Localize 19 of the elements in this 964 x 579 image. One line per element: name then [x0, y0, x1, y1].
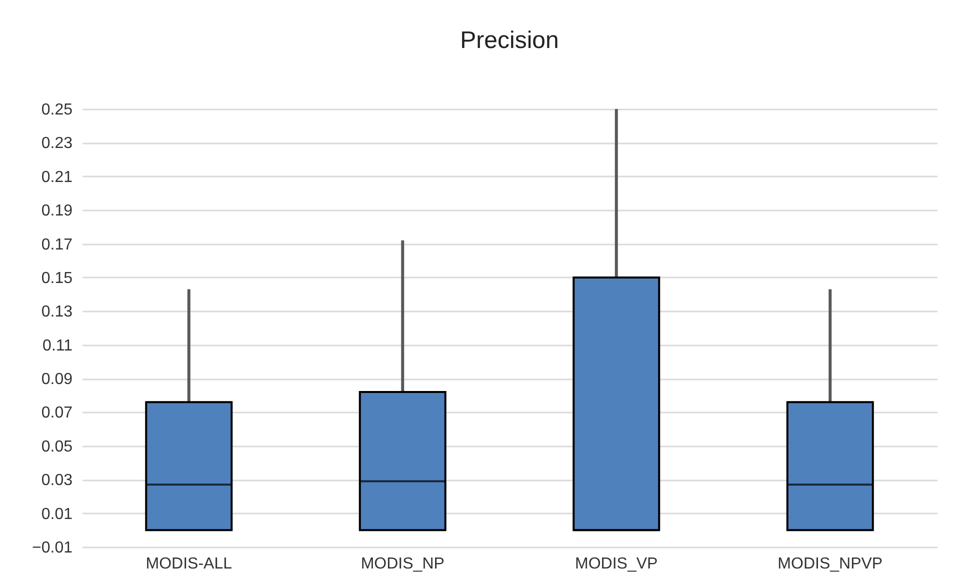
- y-tick-label: 0.05: [41, 438, 73, 456]
- y-tick-label: 0.15: [41, 270, 73, 287]
- y-tick-label: 0.13: [41, 304, 73, 321]
- x-tick-label: MODIS_NPVP: [778, 556, 883, 572]
- y-tick-label: 0.25: [41, 102, 73, 118]
- x-tick-label: MODIS_NP: [360, 556, 444, 572]
- y-tick-label: 0.01: [41, 506, 73, 523]
- x-tick-label: MODIS-ALL: [146, 556, 232, 572]
- x-tick-label: MODIS_VP: [575, 556, 658, 572]
- y-tick-label: 0.23: [41, 135, 73, 152]
- y-tick-label: 0.03: [41, 472, 73, 490]
- y-tick-label: 0.17: [41, 236, 73, 254]
- y-tick-label: 0.21: [41, 168, 73, 186]
- y-tick-label: 0.19: [41, 202, 73, 220]
- chart-title: Precision: [460, 27, 559, 54]
- y-tick-label: 0.11: [42, 337, 73, 354]
- y-tick-label: 0.09: [41, 371, 73, 388]
- y-tick-label: −0.01: [32, 540, 73, 556]
- y-tick-label: 0.07: [41, 404, 73, 422]
